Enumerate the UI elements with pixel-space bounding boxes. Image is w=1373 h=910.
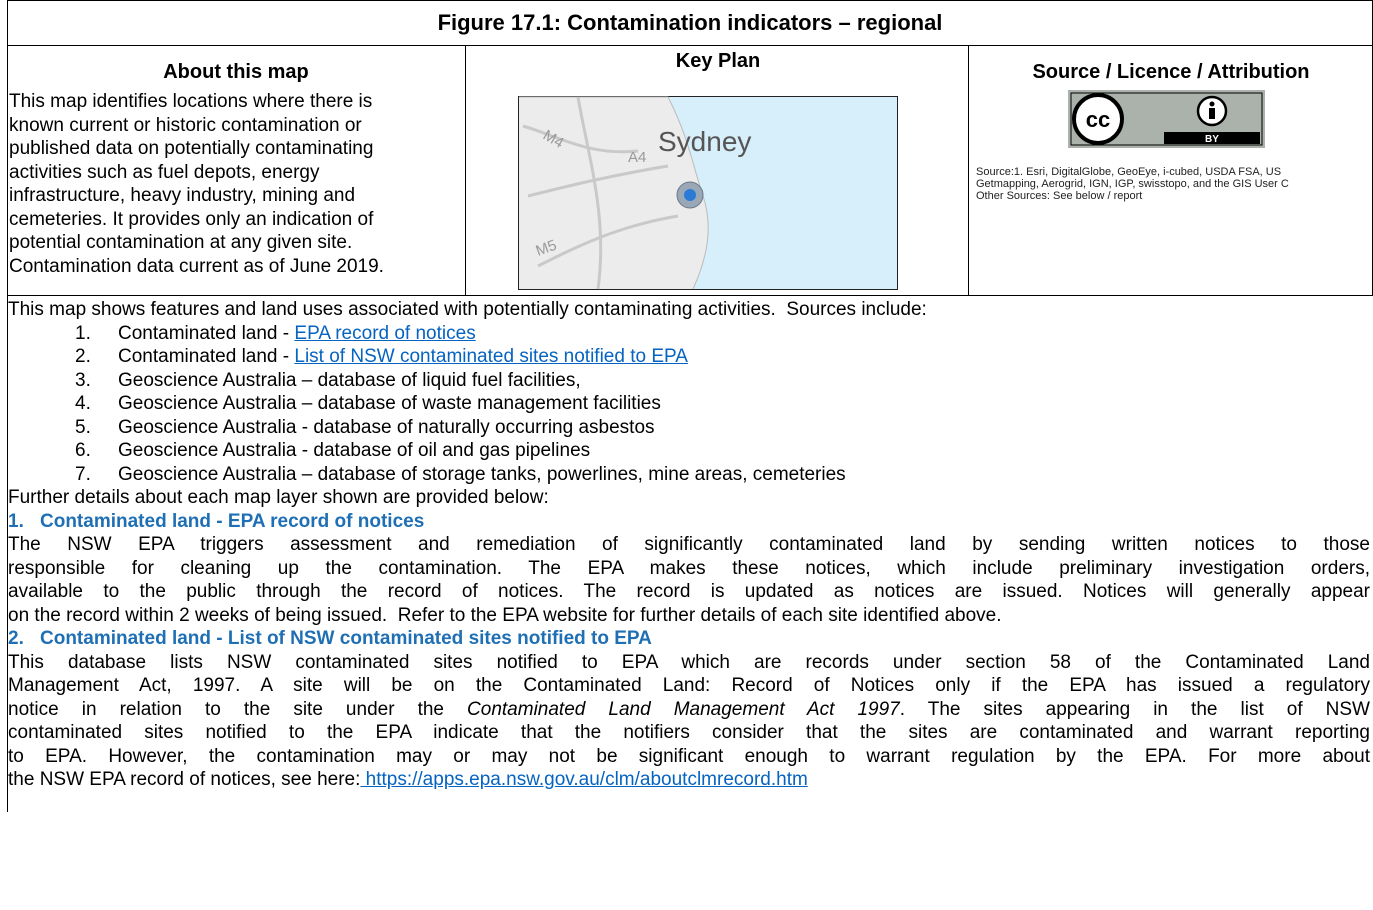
list-text: Geoscience Australia - database of natur… <box>118 417 655 438</box>
map-marker <box>684 189 696 201</box>
paragraph-line: The NSW EPA triggers assessment and reme… <box>8 533 1370 557</box>
paragraph-line: This database lists NSW contaminated sit… <box>8 651 1370 675</box>
list-item: Geoscience Australia - database of oil a… <box>118 439 590 463</box>
source-line: Getmapping, Aerogrid, IGN, IGP, swisstop… <box>976 178 1372 190</box>
about-line: activities such as fuel depots, energy <box>9 161 320 185</box>
section-heading: 2.Contaminated land - List of NSW contam… <box>8 627 652 651</box>
list-text: Contaminated land - <box>118 346 294 367</box>
list-text: Geoscience Australia - database of oil a… <box>118 440 590 461</box>
by-icon <box>1209 108 1215 119</box>
list-item: Geoscience Australia – database of stora… <box>118 463 846 487</box>
list-item: Contaminated land - List of NSW contamin… <box>118 345 688 369</box>
key-plan-heading: Key Plan <box>468 50 968 74</box>
by-text: BY <box>1205 134 1219 145</box>
list-number: 5. <box>75 416 91 440</box>
map-city: Sydney <box>658 126 751 157</box>
section-heading: 1.Contaminated land - EPA record of noti… <box>8 510 424 534</box>
link[interactable]: https://apps.epa.nsw.gov.au/clm/aboutclm… <box>360 769 807 790</box>
paragraph-line: contaminated sites notified to the EPA i… <box>8 721 1370 745</box>
italic-text: Contaminated Land Management Act 1997 <box>467 699 900 720</box>
list-item: Geoscience Australia – database of liqui… <box>118 369 581 393</box>
list-item: Contaminated land - EPA record of notice… <box>118 322 476 346</box>
list-text: Geoscience Australia – database of stora… <box>118 464 846 485</box>
paragraph-line: to EPA. However, the contamination may o… <box>8 745 1370 769</box>
list-text: Geoscience Australia – database of liqui… <box>118 370 581 391</box>
link[interactable]: EPA record of notices <box>294 323 475 344</box>
list-number: 3. <box>75 369 91 393</box>
cc-text: cc <box>1086 107 1110 132</box>
key-plan-map: Sydney M4 A4 M5 <box>518 96 898 290</box>
about-line: infrastructure, heavy industry, mining a… <box>9 184 355 208</box>
list-number: 6. <box>75 439 91 463</box>
border <box>7 295 1373 296</box>
about-heading: About this map <box>7 61 465 85</box>
by-icon <box>1210 102 1215 107</box>
figure-title: Figure 17.1: Contamination indicators – … <box>7 10 1373 36</box>
text: . The sites appearing in the list of NSW <box>900 699 1370 720</box>
cc-badge: cc BY <box>1068 90 1265 148</box>
source-heading: Source / Licence / Attribution <box>969 61 1373 85</box>
border <box>465 45 466 295</box>
about-line: This map identifies locations where ther… <box>9 90 372 114</box>
paragraph-line: notice in relation to the site under the… <box>8 698 1370 722</box>
intro: This map shows features and land uses as… <box>8 298 927 322</box>
section-number: 1. <box>8 510 40 534</box>
link[interactable]: List of NSW contaminated sites notified … <box>294 346 688 367</box>
list-number: 4. <box>75 392 91 416</box>
border <box>7 0 1373 1</box>
paragraph-line: Management Act, 1997. A site will be on … <box>8 674 1370 698</box>
paragraph-line: on the record within 2 weeks of being is… <box>8 604 1370 628</box>
list-item: Geoscience Australia - database of natur… <box>118 416 655 440</box>
map-road-label: A4 <box>628 149 646 166</box>
list-item: Geoscience Australia – database of waste… <box>118 392 661 416</box>
about-line: published data on potentially contaminat… <box>9 137 373 161</box>
list-text: Geoscience Australia – database of waste… <box>118 393 661 414</box>
paragraph-line: available to the public through the reco… <box>8 580 1370 604</box>
about-line: known current or historic contamination … <box>9 114 362 138</box>
border <box>7 45 1373 46</box>
about-line: potential contamination at any given sit… <box>9 231 352 255</box>
section-title: Contaminated land - EPA record of notice… <box>40 511 424 532</box>
page: Figure 17.1: Contamination indicators – … <box>0 0 1373 910</box>
text: the NSW EPA record of notices, see here: <box>8 769 360 790</box>
about-line: Contamination data current as of June 20… <box>9 255 384 279</box>
list-text: Contaminated land - <box>118 323 294 344</box>
list-number: 7. <box>75 463 91 487</box>
source-line: Source:1. Esri, DigitalGlobe, GeoEye, i-… <box>976 166 1372 178</box>
list-number: 1. <box>75 322 91 346</box>
paragraph-line: responsible for cleaning up the contamin… <box>8 557 1370 581</box>
further: Further details about each map layer sho… <box>8 486 549 510</box>
source-line: Other Sources: See below / report <box>976 190 1372 202</box>
about-line: cemeteries. It provides only an indicati… <box>9 208 373 232</box>
list-number: 2. <box>75 345 91 369</box>
text: notice in relation to the site under the <box>8 699 467 720</box>
section-title: Contaminated land - List of NSW contamin… <box>40 628 652 649</box>
section-number: 2. <box>8 627 40 651</box>
paragraph-line: the NSW EPA record of notices, see here:… <box>8 768 1370 792</box>
